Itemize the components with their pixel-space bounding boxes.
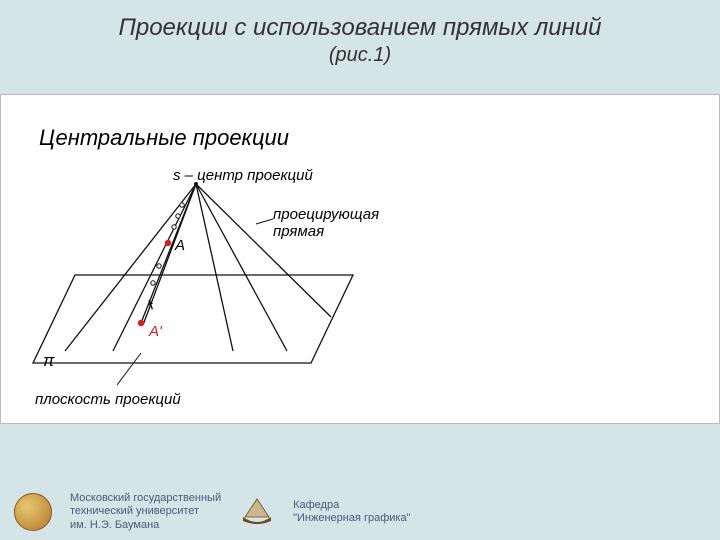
label-pi: π [43,351,54,371]
label-projecting-line: проецирующая прямая [273,207,379,240]
label-projecting-line-2: прямая [273,223,324,240]
diagram-heading: Центральные проекции [39,125,289,151]
slide-title: Проекции с использованием прямых линий [0,14,720,42]
university-name: Московский государственный технический у… [70,492,221,532]
university-line2: технический университет [70,505,199,517]
title-area: Проекции с использованием прямых линий (… [0,0,720,75]
dept-line2: "Инженерная графика" [293,512,410,524]
label-s: s – центр проекций [173,167,313,184]
dept-line1: Кафедра [293,499,339,511]
university-logo-icon [14,493,52,531]
department-logo-icon [239,497,275,527]
slide-subtitle: (рис.1) [0,44,720,67]
label-projection-plane: плоскость проекций [35,391,181,408]
label-A: A [175,237,185,254]
university-line1: Московский государственный [70,492,221,504]
label-projecting-line-1: проецирующая [273,206,379,223]
diagram-frame: Центральные проекции s – центр проекций … [0,94,720,424]
label-A-prime: A' [149,323,162,340]
department-name: Кафедра "Инженерная графика" [293,499,410,525]
university-line3: им. Н.Э. Баумана [70,519,159,531]
footer: Московский государственный технический у… [0,484,720,540]
